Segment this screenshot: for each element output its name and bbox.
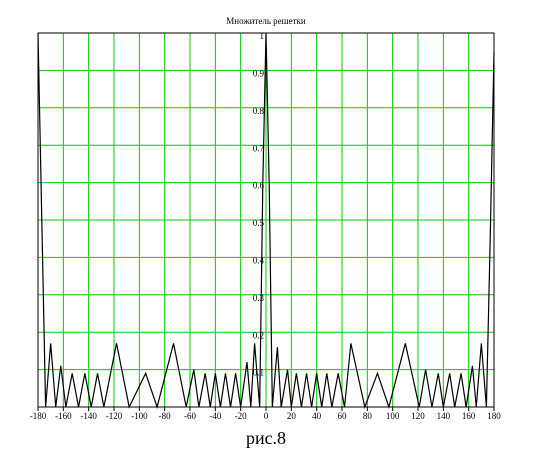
y-tick-label: 0.5 (253, 218, 265, 228)
x-tick-label: 160 (462, 411, 476, 421)
y-tick-label: 0.9 (253, 68, 265, 78)
x-tick-label: -160 (55, 411, 72, 421)
chart-title: Множитель решетки (226, 16, 306, 26)
caption: рис.8 (246, 428, 286, 448)
x-tick-label: -100 (131, 411, 148, 421)
x-tick-label: -20 (235, 411, 247, 421)
x-tick-label: 20 (287, 411, 297, 421)
x-tick-label: -180 (30, 411, 47, 421)
x-tick-label: 100 (386, 411, 400, 421)
y-tick-label: 0.7 (253, 143, 265, 153)
x-tick-label: 60 (338, 411, 348, 421)
x-tick-label: -140 (80, 411, 97, 421)
x-tick-label: -120 (106, 411, 123, 421)
x-tick-label: 120 (411, 411, 425, 421)
x-tick-label: 80 (363, 411, 373, 421)
line (37, 32, 495, 410)
x-tick-label: -80 (159, 411, 171, 421)
y-tick-label: 0.4 (253, 255, 265, 265)
y-tick-label: 0.3 (253, 293, 265, 303)
x-tick-label: -60 (184, 411, 196, 421)
y-tick-label: 0.8 (253, 106, 265, 116)
x-tick-label: 180 (487, 411, 501, 421)
x-tick-label: 140 (437, 411, 451, 421)
y-tick-label: 0.1 (253, 368, 264, 378)
x-tick-label: -40 (209, 411, 221, 421)
y-tick-label: 0.6 (253, 181, 265, 191)
y-tick-label: 1 (260, 31, 265, 41)
y-tick-label: 0.2 (253, 330, 264, 340)
x-tick-label: 0 (264, 411, 269, 421)
x-tick-label: 40 (312, 411, 322, 421)
